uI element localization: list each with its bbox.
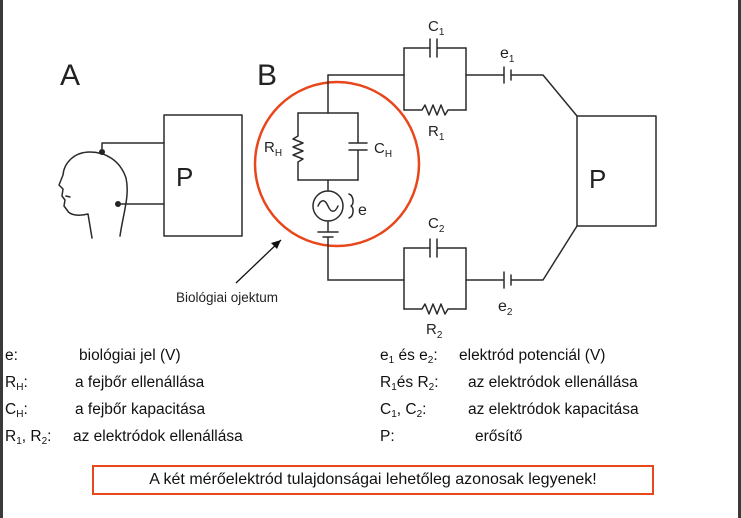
wire-a-top (101, 142, 165, 153)
legend-description: az elektródok ellenállása (468, 374, 638, 391)
c1-label: C1 (428, 18, 445, 38)
amplifier-a-label: P (176, 162, 193, 192)
wire-source-bottom (317, 220, 339, 281)
ch-label: CH (374, 140, 392, 160)
legend-symbol: R1és R2: (380, 374, 439, 393)
legend-left: e: biológiai jel (V) RH: a fejbőr ellenállá… (5, 342, 345, 450)
e1-label: e1 (500, 45, 515, 65)
mouth-line (65, 195, 71, 198)
e2-label: e2 (498, 298, 513, 318)
legend-row: e: biológiai jel (V) (5, 342, 345, 369)
legend-symbol: RH: (5, 374, 28, 393)
capacitor-c1 (403, 38, 467, 58)
legend-symbol: e1 és e2: (380, 347, 438, 366)
legend-row: RH: a fejbőr ellenállása (5, 369, 345, 396)
legend-description: a fejbőr ellenállása (75, 374, 205, 391)
left-border (0, 0, 3, 518)
legend-row: R1, R2: az elektródok ellenállása (5, 423, 345, 450)
r2-label: R2 (426, 321, 443, 340)
right-border (738, 0, 741, 518)
sine-wave-icon (317, 200, 339, 212)
head-profile (58, 151, 128, 239)
amplifier-b-label: P (589, 164, 606, 194)
legend-description: az elektródok ellenállása (73, 428, 243, 445)
legend-symbol: R1, R2: (5, 428, 52, 447)
legend-description: az elektródok kapacitása (468, 401, 639, 418)
legend-symbol: C1, C2: (380, 401, 427, 420)
amplifier-b-box (576, 115, 657, 227)
capacitor-ch (348, 112, 368, 181)
biological-object-circle (253, 80, 421, 248)
legend-symbol: CH: (5, 401, 28, 420)
legend-description: elektród potenciál (V) (459, 347, 606, 364)
electrode-1-potential (465, 66, 578, 117)
legend-row: P: erősítő (380, 423, 710, 450)
callout-arrow-head (271, 240, 281, 249)
resistor-rh (292, 112, 304, 181)
legend-description: biológiai jel (V) (79, 347, 181, 364)
legend-row: e1 és e2: elektród potenciál (V) (380, 342, 710, 369)
r1-label: R1 (428, 123, 445, 143)
capacitor-c2 (403, 238, 467, 258)
electrode-2-potential (465, 225, 578, 289)
circuit-diagram: A P B RH CH e C1 R1 e1 C2 R2 e2 P Biológ… (58, 18, 657, 340)
legend-row: CH: a fejbőr kapacitása (5, 396, 345, 423)
legend-description: erősítő (475, 428, 523, 445)
requirement-note: A két mérőelektród tulajdonságai lehetől… (92, 465, 654, 495)
legend-description: a fejbőr kapacitása (75, 401, 206, 418)
legend-right: e1 és e2: elektród potenciál (V) R1és R2: a… (380, 342, 710, 450)
legend-symbol: e: (5, 347, 18, 364)
legend-symbol: P: (380, 428, 395, 445)
panel-b-label: B (257, 59, 277, 92)
callout-arrow-line (235, 239, 282, 284)
resistor-r1 (403, 104, 467, 116)
source-e-label: e (358, 202, 367, 219)
resistor-r2 (403, 303, 467, 315)
panel-a-label: A (60, 59, 80, 92)
callout-label: Biológiai ojektum (176, 290, 278, 305)
c2-label: C2 (428, 215, 445, 235)
amplifier-a-box (163, 114, 243, 237)
legend-row: R1és R2: az elektródok ellenállása (380, 369, 710, 396)
rh-label: RH (264, 139, 282, 159)
legend-row: C1, C2: az elektródok kapacitása (380, 396, 710, 423)
source-brace (348, 193, 354, 219)
requirement-note-text: A két mérőelektród tulajdonságai lehetől… (149, 471, 597, 488)
